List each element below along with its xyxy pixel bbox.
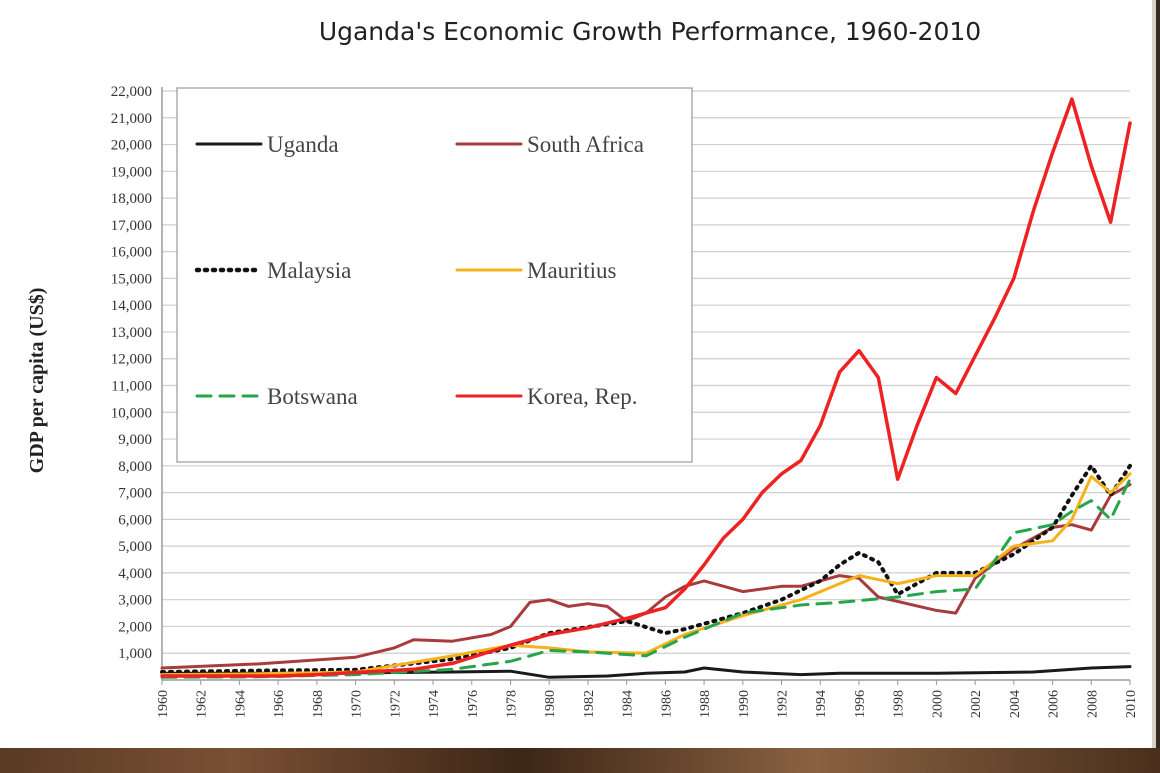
x-tick-label: 2004 <box>1008 690 1023 718</box>
x-tick-label: 1980 <box>543 690 558 718</box>
y-axis-label: GDP per capita (US$) <box>26 288 48 474</box>
x-tick-label: 1966 <box>272 690 287 718</box>
x-tick-label: 1972 <box>388 690 403 718</box>
x-tick-label: 1986 <box>659 690 674 718</box>
legend-label: South Africa <box>527 132 644 157</box>
y-tick-label: 7,000 <box>118 486 152 502</box>
legend-label: Korea, Rep. <box>527 384 638 409</box>
y-tick-label: 22,000 <box>111 84 152 100</box>
x-tick-label: 2006 <box>1047 690 1062 718</box>
y-tick-label: 12,000 <box>111 352 152 368</box>
series-line-korea-rep <box>160 97 1132 678</box>
y-tick-label: 4,000 <box>118 566 152 582</box>
x-tick-label: 1964 <box>233 690 248 718</box>
legend-label: Mauritius <box>527 258 616 283</box>
line-chart: Uganda's Economic Growth Performance, 19… <box>26 17 1139 718</box>
x-tick-label: 1990 <box>737 690 752 718</box>
y-tick-label: 19,000 <box>111 164 152 180</box>
series-line-malaysia <box>160 463 1132 674</box>
axes <box>161 87 1130 681</box>
y-tick-label: 2,000 <box>118 619 152 635</box>
y-tick-label: 11,000 <box>111 379 152 395</box>
x-tick-label: 2008 <box>1085 690 1100 718</box>
legend-label: Botswana <box>267 384 358 409</box>
x-axis-ticks: 1960 1962 1964 1966 1968 1970 1972 1974 1976 1978… <box>156 680 1139 718</box>
x-tick-label: 1978 <box>504 690 519 718</box>
y-tick-label: 9,000 <box>118 432 152 448</box>
x-tick-label: 1982 <box>582 690 597 718</box>
x-tick-label: 1974 <box>427 690 442 718</box>
x-tick-label: 1992 <box>776 690 791 718</box>
y-tick-label: 21,000 <box>111 111 152 127</box>
x-tick-label: 1996 <box>853 690 868 718</box>
y-tick-label: 17,000 <box>111 218 152 234</box>
y-tick-label: 5,000 <box>118 539 152 555</box>
x-tick-label: 2002 <box>969 690 984 718</box>
x-tick-label: 1968 <box>311 690 326 718</box>
y-tick-label: 15,000 <box>111 271 152 287</box>
x-tick-label: 1984 <box>621 690 636 718</box>
y-tick-label: 18,000 <box>111 191 152 207</box>
series-line-botswana <box>160 477 1132 679</box>
y-tick-label: 3,000 <box>118 593 152 609</box>
x-tick-label: 1988 <box>698 690 713 718</box>
y-tick-label: 16,000 <box>111 245 152 261</box>
legend: Uganda South Africa Malaysia Mauritius Botsw… <box>176 87 693 463</box>
y-tick-label: 8,000 <box>118 459 152 475</box>
legend-label: Uganda <box>267 132 339 157</box>
x-tick-label: 1998 <box>892 690 907 718</box>
y-tick-label: 14,000 <box>111 298 152 314</box>
y-tick-label: 6,000 <box>118 512 152 528</box>
y-tick-label: 20,000 <box>111 138 152 154</box>
series-line-mauritius <box>160 472 1132 677</box>
y-tick-label: 1,000 <box>118 646 152 662</box>
y-tick-label: 10,000 <box>111 405 152 421</box>
wood-background <box>0 748 1160 773</box>
x-tick-label: 1994 <box>814 690 829 718</box>
x-tick-label: 1970 <box>350 690 365 718</box>
series-lines <box>160 97 1132 679</box>
chart-title: Uganda's Economic Growth Performance, 19… <box>319 17 981 46</box>
legend-box <box>176 87 693 463</box>
legend-label: Malaysia <box>267 258 351 283</box>
x-tick-label: 1962 <box>195 690 210 718</box>
y-tick-label: 13,000 <box>111 325 152 341</box>
x-tick-label: 1976 <box>466 690 481 718</box>
x-tick-label: 2010 <box>1124 690 1139 718</box>
x-tick-label: 1960 <box>156 690 171 718</box>
y-axis-ticks: 1,000 2,000 3,000 4,000 5,000 6,000 7,000 8,000… <box>111 84 152 662</box>
x-tick-label: 2000 <box>930 690 945 718</box>
